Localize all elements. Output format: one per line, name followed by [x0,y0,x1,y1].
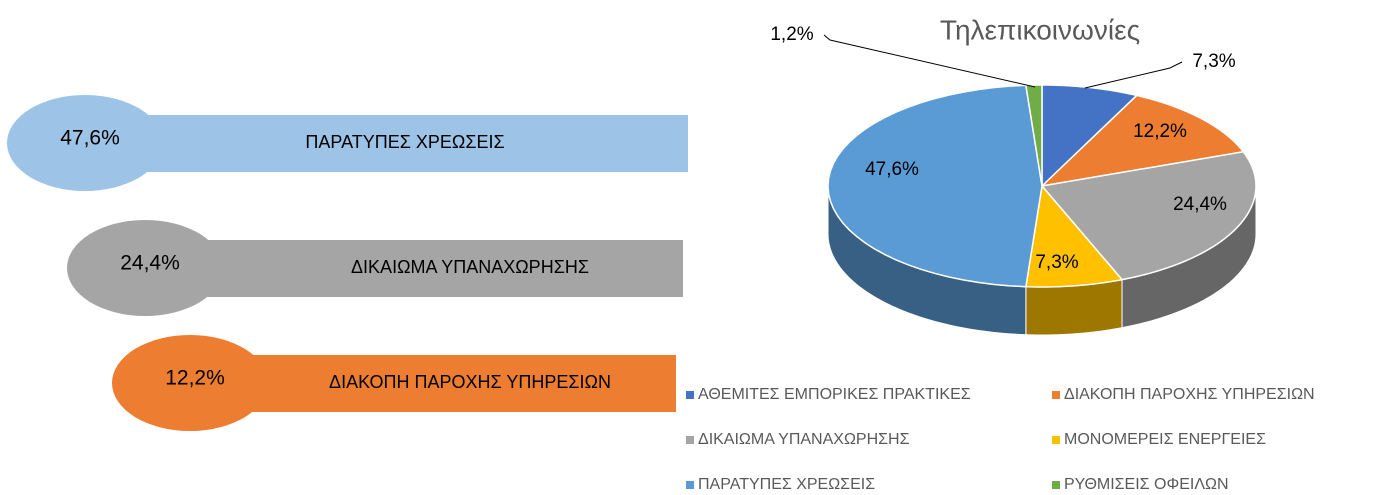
legend-label: ΠΑΡΑΤΥΠΕΣ ΧΡΕΩΣΕΙΣ [698,476,875,493]
pill-label: ΔΙΚΑΙΩΜΑ ΥΠΑΝΑΧΩΡΗΣΗΣ [351,257,589,277]
legend-swatch [1052,391,1060,399]
pie-slice [1025,184,1124,288]
pill-value: 12,2% [165,367,225,390]
data-label: 1,2% [770,24,813,45]
data-label: 12,2% [1133,121,1187,142]
pill-bubble [7,95,163,191]
pie-slice [1039,94,1245,188]
data-label: 47,6% [865,159,919,180]
pie-side [1025,279,1123,336]
pie-slice [827,84,1043,288]
pill-bubble [67,220,223,316]
legend-swatch [686,481,694,489]
data-label: 7,3% [1035,252,1078,273]
legend-swatch [686,436,694,444]
pill-value: 24,4% [120,252,180,275]
pie-slice [1041,84,1139,188]
pill-value: 47,6% [60,127,120,150]
legend-swatch [686,391,694,399]
legend-swatch [1052,436,1060,444]
leader-line [1084,61,1183,89]
legend-label: ΔΙΚΑΙΩΜΑ ΥΠΑΝΑΧΩΡΗΣΗΣ [698,431,910,448]
pill-label: ΠΑΡΑΤΥΠΕΣ ΧΡΕΩΣΕΙΣ [305,132,504,152]
legend-label: ΡΥΘΜΙΣΕΙΣ ΟΦΕΙΛΩΝ [1064,476,1229,493]
pill-bar [145,240,683,297]
leader-line [823,34,1036,88]
data-label: 24,4% [1173,194,1227,215]
legend-label: ΜΟΝΟΜΕΡΕΙΣ ΕΝΕΡΓΕΙΕΣ [1064,431,1266,448]
legend-label: ΔΙΑΚΟΠΗ ΠΑΡΟΧΗΣ ΥΠΗΡΕΣΙΩΝ [1064,386,1315,403]
pill-label: ΔΙΑΚΟΠΗ ΠΑΡΟΧΗΣ ΥΠΗΡΕΣΙΩΝ [329,372,611,392]
data-label: 7,3% [1192,51,1235,72]
pill-bar [85,115,688,172]
pill-bar [190,355,676,412]
pill-bubble [112,335,268,431]
legend-label: ΑΘΕΜΙΤΕΣ ΕΜΠΟΡΙΚΕΣ ΠΡΑΚΤΙΚΕΣ [698,386,971,403]
chart-title: Τηλεπικοινωνίες [940,14,1140,45]
legend-swatch [1052,481,1060,489]
